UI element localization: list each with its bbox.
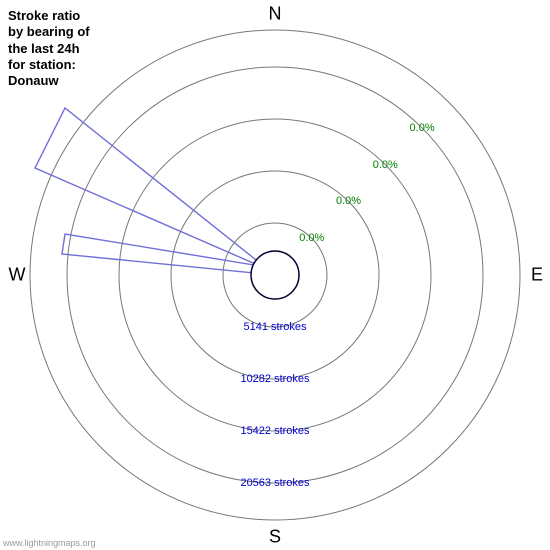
- pct-label-1: 0.0%: [336, 195, 361, 207]
- compass-label-e: E: [531, 265, 543, 286]
- strokes-label-2: 15422 strokes: [240, 425, 309, 437]
- strokes-label-3: 20563 strokes: [240, 477, 309, 489]
- rose-polygon: [35, 108, 275, 275]
- inner-circle: [251, 251, 299, 299]
- pct-label-2: 0.0%: [373, 159, 398, 171]
- compass-label-s: S: [269, 527, 281, 548]
- strokes-label-0: 5141 strokes: [244, 321, 307, 333]
- compass-label-n: N: [269, 4, 282, 25]
- strokes-label-1: 10282 strokes: [240, 373, 309, 385]
- pct-label-3: 0.0%: [410, 122, 435, 134]
- compass-label-w: W: [9, 265, 26, 286]
- pct-label-0: 0.0%: [299, 232, 324, 244]
- chart-container: Stroke ratio by bearing of the last 24h …: [0, 0, 550, 550]
- chart-title: Stroke ratio by bearing of the last 24h …: [8, 8, 90, 89]
- footer-credit: www.lightningmaps.org: [3, 538, 96, 548]
